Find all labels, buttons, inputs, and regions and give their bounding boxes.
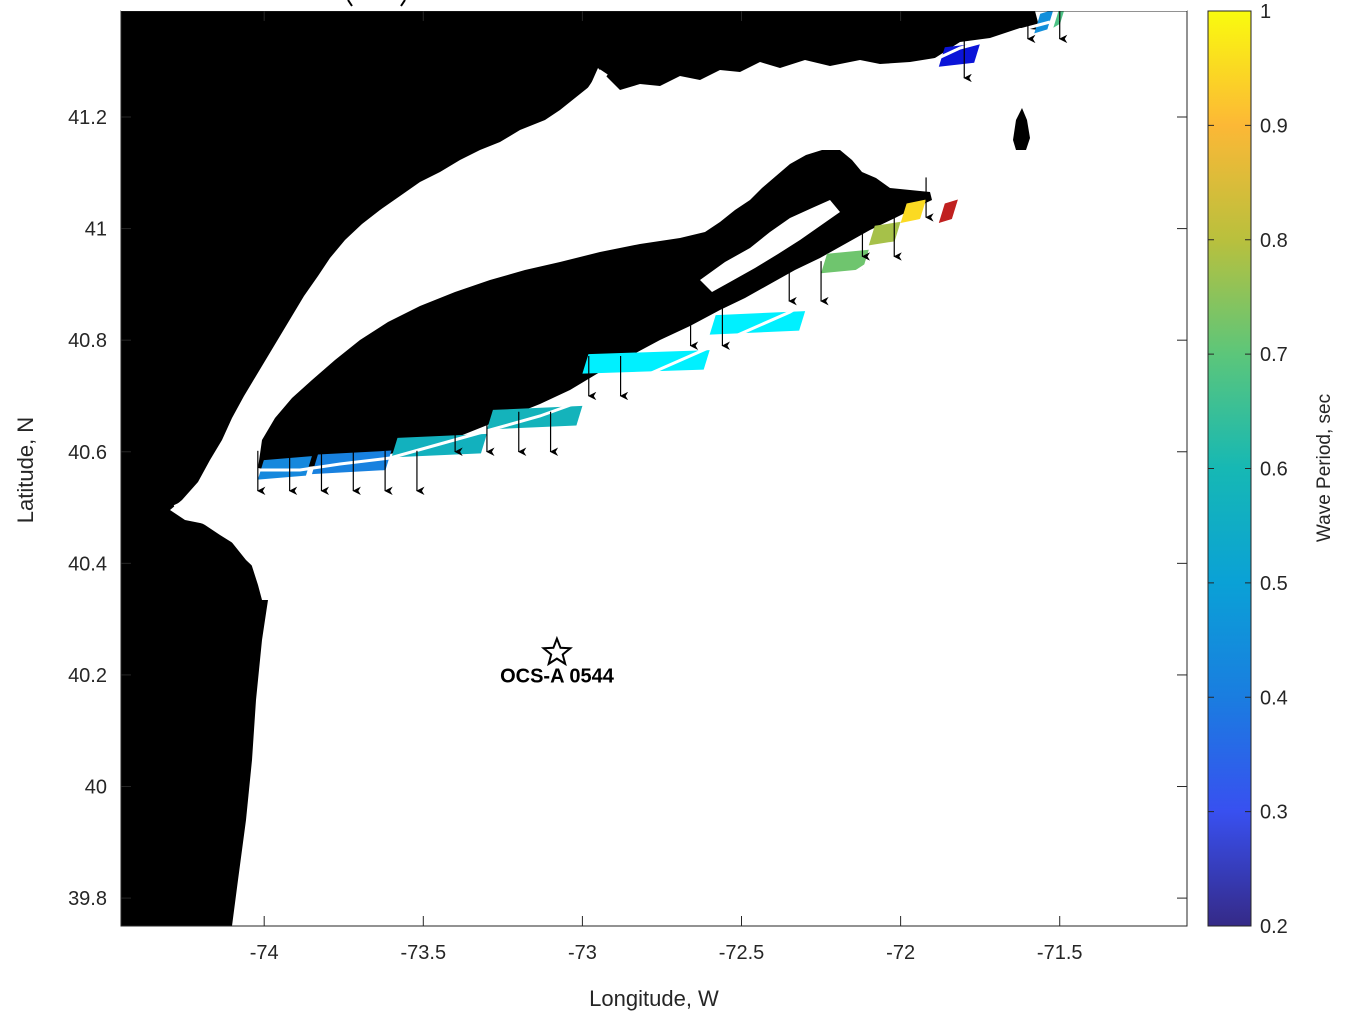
x-tick-label: -74 [250,942,279,964]
wave-period-patch [582,350,710,374]
colorbar-tick-label: 0.7 [1260,344,1288,366]
colorbar-gradient [1207,10,1252,927]
x-tick-label: -72 [886,942,915,964]
y-axis: 39.8 40 40.2 40.4 40.6 40.8 41 41.2 [68,107,1187,910]
y-tick-label: 41 [85,219,107,241]
wave-period-patch [868,221,901,246]
colorbar-tick-label: 0.8 [1260,230,1288,252]
colorbar-tick-label: 0.4 [1260,687,1288,709]
colorbar-tick-label: 0.3 [1260,802,1288,824]
x-tick-label: -72.5 [719,942,765,964]
wave-period-patch [938,43,981,67]
site-star-icon [540,635,573,667]
top-strip [121,0,1187,11]
block-island [1013,108,1030,150]
peconic-bay [700,200,840,292]
colorbar: 0.2 0.3 0.4 0.5 0.6 0.7 0.8 0.9 1 Wave Period, s… [1207,1,1335,938]
colorbar-tick-label: 1 [1260,1,1271,23]
y-tick-label: 40.2 [68,665,107,687]
colorbar-tick-label: 0.2 [1260,916,1288,938]
long-island-sound [290,60,980,346]
x-tick-label: -71.5 [1037,942,1083,964]
x-axis: -74 -73.5 -73 -72.5 -72 -71.5 [250,11,1083,964]
y-tick-label: 39.8 [68,888,107,910]
top-cutoff-title-fragment [347,0,406,7]
mainland-land [121,11,1040,926]
wave-period-patch [257,456,312,480]
site-marker: OCS-A 0544 [500,635,615,688]
wave-period-patch [1053,11,1064,28]
wave-period-patch [821,249,869,274]
site-label: OCS-A 0544 [500,666,615,688]
x-tick-label: -73 [568,942,597,964]
colorbar-title: Wave Period, sec [1314,394,1335,542]
y-tick-label: 40.6 [68,442,107,464]
ri-shoreline-line [929,20,1051,64]
colorbar-tick-label: 0.9 [1260,115,1288,137]
shoreline-line [258,208,932,472]
wave-direction-arrows [256,11,1068,496]
y-axis-title: Latitude, N [13,417,38,523]
x-axis-title: Longitude, W [589,986,719,1011]
y-tick-label: 40.8 [68,330,107,352]
colorbar-ticks: 0.2 0.3 0.4 0.5 0.6 0.7 0.8 0.9 1 [1208,1,1288,938]
x-tick-label: -73.5 [401,942,447,964]
y-tick-label: 40.4 [68,553,107,575]
long-island-land [258,150,932,472]
rhode-island-islands [1020,50,1042,66]
wave-period-patch [938,199,958,224]
map-plot-area: OCS-A 0544 [121,11,1187,926]
colorbar-tick-label: 0.5 [1260,573,1288,595]
lower-bay [175,455,268,600]
y-tick-label: 41.2 [68,107,107,129]
colorbar-tick-label: 0.6 [1260,459,1288,481]
wave-period-patch [900,199,927,224]
y-tick-label: 40 [85,777,107,799]
